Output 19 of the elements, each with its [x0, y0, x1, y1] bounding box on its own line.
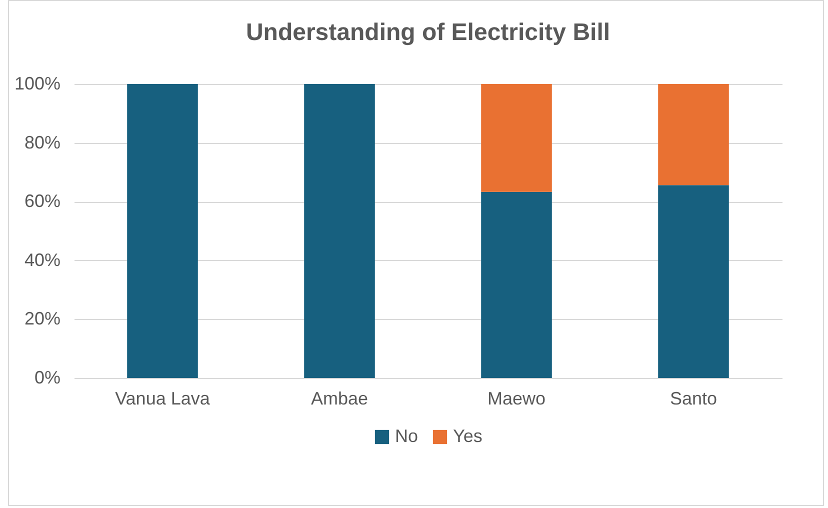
x-tick-label: Santo — [670, 388, 718, 408]
bar — [304, 84, 375, 378]
y-tick-label: 20% — [24, 308, 60, 329]
legend-label: Yes — [453, 426, 482, 446]
bar — [481, 192, 552, 378]
y-tick-label: 100% — [14, 74, 60, 94]
x-tick-label: Ambae — [310, 388, 368, 408]
bar — [127, 84, 198, 378]
y-tick-label: 80% — [24, 132, 60, 152]
x-tick-label: Vanua Lava — [115, 388, 211, 408]
x-tick-label: Maewo — [487, 388, 546, 408]
y-tick-label: 60% — [24, 191, 60, 212]
bar — [481, 84, 552, 192]
y-tick-label: 40% — [24, 250, 60, 270]
y-tick-label: 0% — [34, 368, 60, 388]
bar — [658, 84, 729, 186]
chart-title: Understanding of Electricity Bill — [246, 19, 610, 46]
legend-label: No — [395, 426, 418, 446]
bar — [658, 185, 729, 378]
